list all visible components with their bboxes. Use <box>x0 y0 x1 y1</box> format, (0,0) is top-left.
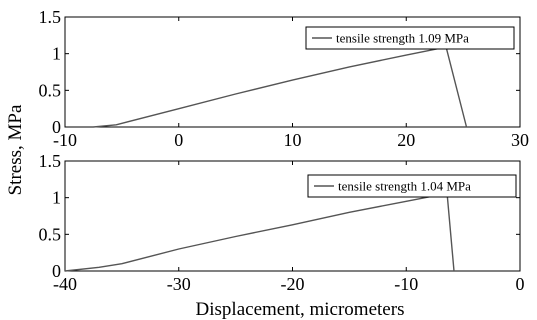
y-tick-label: 1.5 <box>39 151 62 171</box>
legend-box <box>305 26 515 50</box>
x-tick-label: -40 <box>53 274 77 294</box>
x-tick-label: 20 <box>397 130 415 150</box>
x-tick-label: 30 <box>511 130 529 150</box>
y-tick-label: 0 <box>52 261 61 281</box>
y-tick-label: 1.5 <box>39 7 62 27</box>
y-tick-label: 0.5 <box>39 224 62 244</box>
x-axis-title: Displacement, micrometers <box>196 299 405 320</box>
y-tick-label: 1 <box>52 44 61 64</box>
y-tick-label: 0.5 <box>39 80 62 100</box>
x-tick-label: 0 <box>174 130 183 150</box>
x-tick-label: -10 <box>394 274 418 294</box>
x-tick-label: -30 <box>167 274 191 294</box>
legend-label: tensile strength 1.09 MPa <box>336 31 469 46</box>
x-tick-label: -10 <box>53 130 77 150</box>
x-tick-label: 0 <box>516 274 525 294</box>
bottom-chart: -40 -30 -20 -10 0 0 0.5 1 1.5 tensile strength 1.… <box>39 151 525 294</box>
legend-box <box>307 174 517 198</box>
series-line <box>64 193 455 272</box>
x-tick-label: 10 <box>284 130 302 150</box>
y-axis-title: Stress, MPa <box>5 104 26 195</box>
series-line <box>93 46 468 128</box>
legend-label: tensile strength 1.04 MPa <box>338 179 471 194</box>
x-tick-label: -20 <box>281 274 305 294</box>
y-tick-label: 0 <box>52 117 61 137</box>
y-tick-label: 1 <box>52 188 61 208</box>
